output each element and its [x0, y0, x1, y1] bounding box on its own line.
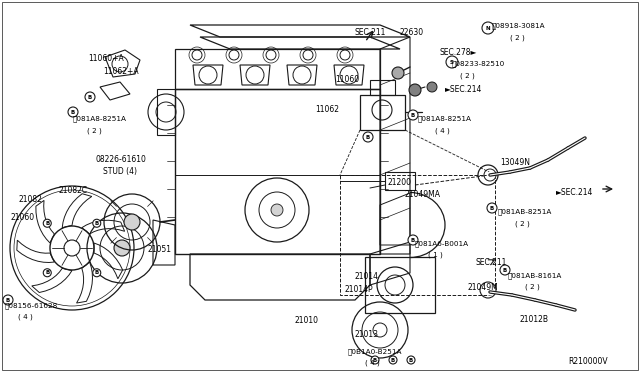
Text: ( 1 ): ( 1 ) — [428, 252, 443, 259]
Text: 11060: 11060 — [335, 75, 359, 84]
Text: Ⓑ081A6-B001A: Ⓑ081A6-B001A — [415, 240, 469, 247]
Text: Ⓑ081A8-8251A: Ⓑ081A8-8251A — [73, 115, 127, 122]
Circle shape — [427, 82, 437, 92]
Circle shape — [114, 240, 130, 256]
Text: ( 2 ): ( 2 ) — [460, 72, 475, 78]
Circle shape — [363, 132, 373, 142]
Circle shape — [85, 92, 95, 102]
Text: ( 4 ): ( 4 ) — [18, 314, 33, 321]
Circle shape — [407, 356, 415, 364]
Text: ►SEC.214: ►SEC.214 — [556, 188, 593, 197]
Circle shape — [392, 67, 404, 79]
Circle shape — [44, 219, 51, 227]
Text: Ⓑ081AB-8161A: Ⓑ081AB-8161A — [508, 272, 563, 279]
Circle shape — [271, 204, 283, 216]
Circle shape — [93, 219, 100, 227]
Text: Ⓑ0B1A0-B251A: Ⓑ0B1A0-B251A — [348, 348, 403, 355]
Text: 21010: 21010 — [295, 316, 319, 325]
Text: 21049M: 21049M — [468, 283, 499, 292]
Text: 13049N: 13049N — [500, 158, 530, 167]
Circle shape — [389, 356, 397, 364]
Text: 21014P: 21014P — [345, 285, 374, 294]
Text: N: N — [486, 26, 490, 31]
Circle shape — [3, 295, 13, 305]
Text: 11062+A: 11062+A — [103, 67, 139, 76]
Circle shape — [44, 269, 51, 277]
Text: B: B — [409, 357, 413, 362]
Bar — [175, 89, 380, 254]
Circle shape — [371, 356, 379, 364]
Text: R210000V: R210000V — [568, 357, 607, 366]
Text: ( 4 ): ( 4 ) — [365, 360, 380, 366]
Text: B: B — [490, 205, 494, 211]
Text: B: B — [95, 270, 99, 275]
Text: ( 2 ): ( 2 ) — [510, 34, 525, 41]
Text: 22630: 22630 — [400, 28, 424, 37]
Text: 21014: 21014 — [355, 272, 379, 281]
Circle shape — [124, 214, 140, 230]
Circle shape — [408, 110, 418, 120]
Text: 11062: 11062 — [315, 105, 339, 114]
Text: B: B — [373, 357, 377, 362]
Text: B: B — [45, 221, 49, 226]
Circle shape — [408, 235, 418, 245]
Circle shape — [487, 203, 497, 213]
Text: Ⓑ081A8-8251A: Ⓑ081A8-8251A — [418, 115, 472, 122]
Bar — [385, 172, 415, 190]
Text: B: B — [366, 135, 370, 140]
Text: 21049MA: 21049MA — [405, 190, 441, 199]
Text: B: B — [6, 298, 10, 302]
Text: SEC.278►: SEC.278► — [440, 48, 477, 57]
Text: B: B — [411, 237, 415, 243]
Text: 21051: 21051 — [148, 245, 172, 254]
Bar — [340, 175, 495, 295]
Text: Ⓝ08918-3081A: Ⓝ08918-3081A — [492, 22, 546, 29]
Text: 21060: 21060 — [10, 213, 34, 222]
Circle shape — [446, 56, 458, 68]
Text: 21013: 21013 — [355, 330, 379, 339]
Text: S: S — [450, 60, 454, 64]
Circle shape — [93, 269, 100, 277]
Text: Ⓑ08156-61628: Ⓑ08156-61628 — [5, 302, 58, 309]
Text: B: B — [88, 94, 92, 99]
Text: ( 2 ): ( 2 ) — [515, 220, 530, 227]
Text: Ⓢ08233-82510: Ⓢ08233-82510 — [452, 60, 505, 67]
Circle shape — [373, 323, 387, 337]
Circle shape — [409, 84, 421, 96]
Text: 21082C: 21082C — [58, 186, 87, 195]
Text: ( 4 ): ( 4 ) — [435, 127, 450, 134]
Circle shape — [68, 107, 78, 117]
Text: ( 2 ): ( 2 ) — [525, 284, 540, 291]
Text: Ⓑ081AB-8251A: Ⓑ081AB-8251A — [498, 208, 552, 215]
Bar — [175, 49, 380, 89]
Text: B: B — [503, 267, 507, 273]
Text: ( 2 ): ( 2 ) — [87, 127, 102, 134]
Text: B: B — [95, 221, 99, 226]
Text: SEC.211: SEC.211 — [355, 28, 387, 37]
Text: B: B — [71, 109, 75, 115]
Text: B: B — [45, 270, 49, 275]
Text: 11060+A: 11060+A — [88, 54, 124, 63]
Text: SEC.211: SEC.211 — [476, 258, 508, 267]
Text: ►SEC.214: ►SEC.214 — [445, 85, 483, 94]
Text: STUD (4): STUD (4) — [103, 167, 137, 176]
Text: 21200: 21200 — [388, 178, 412, 187]
Circle shape — [482, 22, 494, 34]
Text: 21012B: 21012B — [520, 315, 549, 324]
Text: 21082: 21082 — [18, 195, 42, 204]
Text: B: B — [391, 357, 395, 362]
Circle shape — [500, 265, 510, 275]
Text: B: B — [411, 112, 415, 118]
Text: 08226-61610: 08226-61610 — [95, 155, 146, 164]
